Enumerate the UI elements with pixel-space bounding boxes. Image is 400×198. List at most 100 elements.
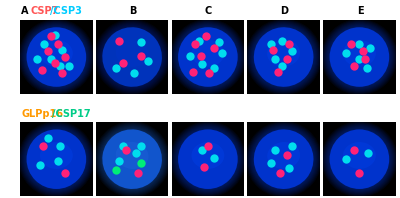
Ellipse shape bbox=[22, 125, 90, 193]
Ellipse shape bbox=[21, 124, 92, 194]
Ellipse shape bbox=[246, 121, 322, 197]
Text: /CSP3: /CSP3 bbox=[50, 6, 82, 16]
Ellipse shape bbox=[178, 27, 238, 87]
Ellipse shape bbox=[24, 127, 88, 191]
Ellipse shape bbox=[328, 127, 391, 191]
Ellipse shape bbox=[94, 121, 170, 197]
Ellipse shape bbox=[252, 25, 316, 89]
Ellipse shape bbox=[26, 26, 87, 88]
Ellipse shape bbox=[18, 121, 94, 197]
Ellipse shape bbox=[251, 24, 316, 90]
Ellipse shape bbox=[251, 126, 316, 192]
Ellipse shape bbox=[250, 23, 318, 91]
Ellipse shape bbox=[100, 25, 164, 89]
Ellipse shape bbox=[321, 121, 398, 197]
Ellipse shape bbox=[324, 22, 394, 92]
Ellipse shape bbox=[24, 126, 89, 192]
Ellipse shape bbox=[192, 142, 224, 169]
Ellipse shape bbox=[100, 127, 164, 191]
Ellipse shape bbox=[95, 122, 169, 196]
Ellipse shape bbox=[96, 123, 168, 195]
Ellipse shape bbox=[248, 21, 320, 93]
Ellipse shape bbox=[19, 20, 94, 94]
Ellipse shape bbox=[328, 25, 391, 89]
Ellipse shape bbox=[323, 123, 396, 195]
Ellipse shape bbox=[94, 19, 170, 95]
Ellipse shape bbox=[267, 142, 300, 169]
Ellipse shape bbox=[40, 40, 73, 67]
Ellipse shape bbox=[326, 24, 392, 90]
Text: C: C bbox=[205, 6, 212, 16]
Ellipse shape bbox=[116, 142, 148, 169]
Ellipse shape bbox=[26, 27, 86, 87]
Ellipse shape bbox=[177, 26, 239, 88]
Ellipse shape bbox=[328, 26, 390, 88]
Ellipse shape bbox=[178, 129, 238, 189]
Ellipse shape bbox=[101, 26, 163, 88]
Ellipse shape bbox=[330, 27, 389, 87]
Ellipse shape bbox=[248, 123, 320, 195]
Ellipse shape bbox=[249, 124, 319, 194]
Ellipse shape bbox=[170, 121, 246, 197]
Ellipse shape bbox=[116, 40, 148, 67]
Ellipse shape bbox=[97, 22, 167, 92]
Ellipse shape bbox=[19, 122, 94, 196]
Ellipse shape bbox=[323, 21, 396, 93]
Ellipse shape bbox=[26, 128, 87, 190]
Ellipse shape bbox=[102, 27, 162, 87]
Ellipse shape bbox=[99, 24, 165, 90]
Ellipse shape bbox=[330, 129, 389, 189]
Ellipse shape bbox=[322, 122, 396, 196]
Ellipse shape bbox=[95, 20, 169, 94]
Text: B: B bbox=[129, 6, 136, 16]
Ellipse shape bbox=[20, 123, 92, 195]
Ellipse shape bbox=[20, 21, 92, 93]
Ellipse shape bbox=[326, 125, 393, 193]
Ellipse shape bbox=[246, 122, 321, 196]
Ellipse shape bbox=[343, 142, 376, 169]
Ellipse shape bbox=[99, 126, 165, 192]
Text: CSP7: CSP7 bbox=[30, 6, 59, 16]
Ellipse shape bbox=[170, 19, 246, 95]
Ellipse shape bbox=[171, 20, 245, 94]
Ellipse shape bbox=[174, 23, 242, 91]
Text: A: A bbox=[21, 6, 28, 16]
Ellipse shape bbox=[246, 19, 322, 95]
Ellipse shape bbox=[250, 125, 318, 193]
Ellipse shape bbox=[321, 19, 398, 95]
Ellipse shape bbox=[176, 127, 240, 191]
Text: /CSP17: /CSP17 bbox=[52, 109, 90, 119]
Ellipse shape bbox=[192, 40, 224, 67]
Ellipse shape bbox=[101, 128, 163, 190]
Ellipse shape bbox=[172, 123, 244, 195]
Ellipse shape bbox=[253, 26, 314, 88]
Ellipse shape bbox=[254, 129, 314, 189]
Ellipse shape bbox=[171, 122, 245, 196]
Ellipse shape bbox=[22, 23, 90, 91]
Ellipse shape bbox=[177, 128, 239, 190]
Ellipse shape bbox=[24, 25, 88, 89]
Ellipse shape bbox=[173, 124, 243, 194]
Ellipse shape bbox=[98, 23, 166, 91]
Ellipse shape bbox=[328, 128, 390, 190]
Text: E: E bbox=[357, 6, 364, 16]
Ellipse shape bbox=[326, 23, 393, 91]
Ellipse shape bbox=[176, 25, 240, 89]
Ellipse shape bbox=[253, 128, 314, 190]
Ellipse shape bbox=[24, 24, 89, 90]
Ellipse shape bbox=[97, 124, 167, 194]
Ellipse shape bbox=[26, 129, 86, 189]
Ellipse shape bbox=[324, 124, 394, 194]
Ellipse shape bbox=[246, 20, 321, 94]
Ellipse shape bbox=[172, 21, 244, 93]
Ellipse shape bbox=[322, 20, 396, 94]
Ellipse shape bbox=[102, 129, 162, 189]
Ellipse shape bbox=[326, 126, 392, 192]
Ellipse shape bbox=[175, 24, 241, 90]
Ellipse shape bbox=[343, 40, 376, 67]
Ellipse shape bbox=[40, 142, 73, 169]
Text: GLPp16: GLPp16 bbox=[21, 109, 63, 119]
Ellipse shape bbox=[254, 27, 314, 87]
Ellipse shape bbox=[267, 40, 300, 67]
Ellipse shape bbox=[252, 127, 316, 191]
